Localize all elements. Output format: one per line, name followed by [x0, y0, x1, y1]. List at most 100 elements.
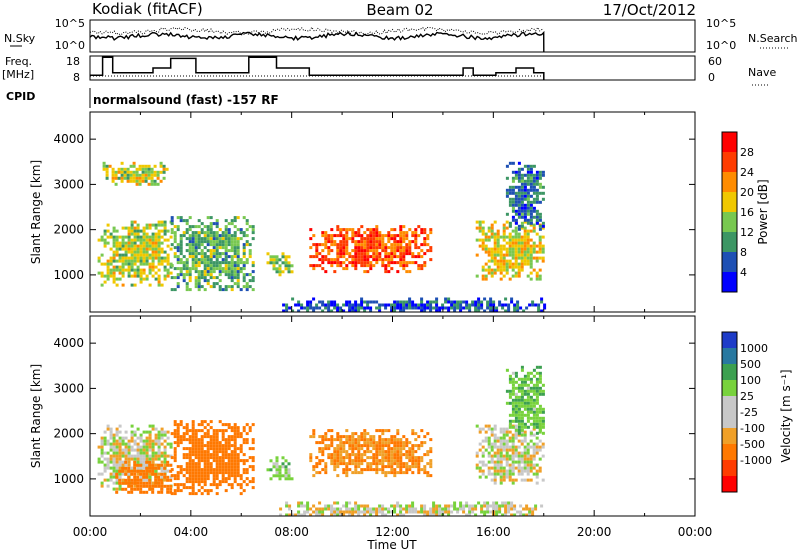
echo-cell [120, 179, 124, 183]
echo-cell [115, 268, 119, 272]
echo-cell [496, 250, 500, 254]
echo-cell [163, 238, 167, 242]
echo-cell [523, 454, 527, 458]
echo-cell [215, 429, 219, 433]
echo-cell [529, 173, 533, 177]
echo-cell [169, 235, 173, 239]
echo-cell [315, 252, 319, 256]
echo-cell [200, 471, 204, 475]
echo-cell [109, 256, 113, 260]
echo-cell [523, 457, 527, 461]
echo-cell [106, 427, 110, 431]
echo-cell [502, 466, 506, 470]
echo-cell [117, 176, 121, 180]
echo-cell [151, 463, 155, 467]
echo-cell [154, 232, 158, 236]
echo-cell [115, 253, 119, 257]
echo-cell [453, 303, 457, 307]
echo-cell [336, 228, 340, 232]
echo-cell [511, 383, 515, 387]
echo-cell [136, 271, 140, 275]
echo-cell [372, 234, 376, 238]
echo-cell [121, 262, 125, 266]
echo-cell [206, 441, 210, 445]
echo-cell [318, 300, 322, 304]
echo-cell [194, 477, 198, 481]
echo-cell [103, 241, 107, 245]
echo-cell [145, 277, 149, 281]
echo-cell [173, 420, 177, 424]
echo-cell [97, 445, 101, 449]
echo-cell [411, 444, 415, 448]
echo-cell [417, 303, 421, 307]
echo-cell [179, 267, 183, 271]
echo-cell [354, 459, 358, 463]
echo-cell [523, 238, 527, 242]
echo-cell [109, 472, 113, 476]
echo-cell [136, 484, 140, 488]
echo-cell [535, 431, 539, 435]
echo-cell [148, 430, 152, 434]
echo-cell [423, 465, 427, 469]
echo-cell [194, 462, 198, 466]
echo-cell [197, 483, 201, 487]
echo-cell [423, 231, 427, 235]
echo-cell [354, 240, 358, 244]
echo-cell [526, 416, 530, 420]
echo-cell [508, 401, 512, 405]
echo-cell [138, 176, 142, 180]
echo-cell [339, 453, 343, 457]
echo-cell [517, 445, 521, 449]
echo-cell [130, 262, 134, 266]
echo-cell [272, 261, 276, 265]
echo-cell [517, 209, 521, 213]
echo-cell [306, 501, 310, 505]
echo-cell [112, 250, 116, 254]
echo-cell [315, 510, 319, 514]
echo-cell [224, 267, 228, 271]
echo-cell [538, 227, 542, 231]
echo-cell [124, 256, 128, 260]
echo-cell [209, 234, 213, 238]
echo-cell [432, 507, 436, 511]
echo-cell [526, 247, 530, 251]
echo-cell [348, 453, 352, 457]
echo-cell [393, 306, 397, 310]
echo-cell [378, 243, 382, 247]
echo-cell [142, 469, 146, 473]
echo-cell [179, 219, 183, 223]
echo-cell [269, 258, 273, 262]
echo-cell [354, 303, 358, 307]
echo-cell [206, 240, 210, 244]
echo-cell [239, 459, 243, 463]
echo-cell [535, 173, 539, 177]
echo-cell [100, 283, 104, 287]
echo-cell [511, 200, 515, 204]
echo-cell [498, 507, 502, 511]
echo-cell [360, 300, 364, 304]
echo-cell [357, 435, 361, 439]
echo-cell [157, 484, 161, 488]
echo-cell [221, 462, 225, 466]
echo-cell [402, 264, 406, 268]
echo-cell [321, 510, 325, 514]
echo-cell [360, 432, 364, 436]
echo-cell [303, 504, 307, 508]
echo-cell [224, 477, 228, 481]
echo-cell [333, 306, 337, 310]
echo-cell [405, 510, 409, 514]
echo-cell [215, 255, 219, 259]
echo-cell [230, 456, 234, 460]
echo-cell [130, 265, 134, 269]
echo-cell [281, 462, 285, 466]
echo-cell [297, 513, 301, 517]
echo-cell [438, 513, 442, 517]
echo-cell [541, 170, 545, 174]
echo-cell [523, 436, 527, 440]
echo-cell [520, 176, 524, 180]
echo-cell [133, 481, 137, 485]
x-tick-label: 04:00 [174, 525, 209, 539]
echo-cell [511, 215, 515, 219]
colorbar-tick-label: -100 [740, 422, 765, 435]
echo-cell [230, 219, 234, 223]
